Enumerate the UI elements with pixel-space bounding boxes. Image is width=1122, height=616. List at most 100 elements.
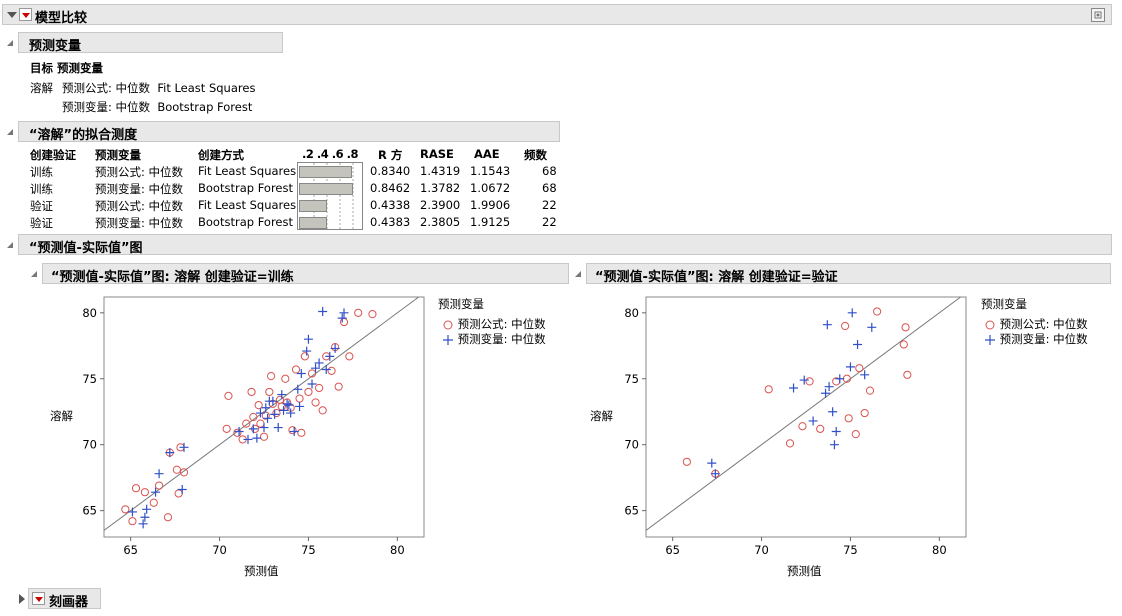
disclosure-triangle-icon[interactable] — [7, 40, 13, 46]
data-point-formula — [798, 422, 807, 431]
cell-set: 训练 — [30, 165, 53, 179]
data-point-forest — [264, 396, 274, 406]
data-point-forest — [179, 442, 189, 452]
cell-method: Bootstrap Forest — [198, 181, 293, 195]
cell-set: 验证 — [30, 216, 53, 230]
profiler-header[interactable]: 刻画器 — [19, 588, 101, 610]
data-point-formula — [275, 395, 285, 404]
data-point-formula — [304, 387, 313, 397]
predictor-item: 预测公式: 中位数 Fit Least Squares — [62, 81, 256, 95]
data-point-formula — [307, 369, 317, 378]
data-point-formula — [174, 489, 183, 498]
data-point-formula — [334, 382, 343, 391]
avp-valid-title: “预测值-实际值”图: 溶解 创建验证=验证 — [595, 270, 838, 285]
data-point-formula — [288, 426, 297, 435]
y-axis-label: 溶解 — [50, 409, 73, 423]
data-point-forest — [302, 346, 312, 356]
data-point-formula — [268, 399, 277, 408]
data-point-formula — [903, 370, 912, 379]
cell-predictor: 预测公式: 中位数 — [95, 165, 184, 179]
data-point-forest — [311, 363, 321, 373]
disclosure-triangle-icon[interactable] — [7, 12, 17, 18]
data-point-forest — [177, 485, 187, 495]
data-point-formula — [259, 432, 269, 441]
data-point-forest — [835, 374, 845, 384]
disclosure-triangle-icon[interactable] — [19, 594, 25, 604]
disclosure-triangle-icon[interactable] — [7, 242, 13, 248]
model-comparison-header[interactable]: 模型比较 — [2, 4, 1112, 26]
data-point-forest — [273, 423, 283, 433]
column-header: RASE — [420, 147, 454, 161]
x-axis-label: 预测值 — [787, 564, 822, 578]
target-header: 目标 预测变量 — [30, 61, 104, 75]
data-point-forest — [307, 379, 317, 389]
y-axis-label: 溶解 — [590, 409, 613, 423]
data-point-formula — [311, 398, 320, 407]
avp-train-header[interactable]: “预测值-实际值”图: 溶解 创建验证=训练 — [31, 263, 569, 285]
data-point-formula — [318, 406, 327, 415]
data-point-forest — [138, 519, 148, 529]
data-point-formula — [233, 428, 242, 437]
data-point-formula — [816, 424, 825, 433]
y-tick-label: 65 — [624, 504, 639, 518]
data-point-formula — [682, 457, 691, 466]
data-point-formula — [842, 374, 851, 383]
report-title: 模型比较 — [35, 11, 88, 26]
data-point-forest — [822, 320, 832, 330]
data-point-formula — [291, 365, 301, 374]
column-header: 创建验证 — [30, 148, 76, 162]
data-point-formula — [339, 317, 349, 327]
cell-method: Bootstrap Forest — [198, 215, 293, 229]
data-point-forest — [165, 448, 175, 458]
data-point-formula — [256, 419, 265, 428]
data-point-formula — [238, 435, 247, 444]
cell-aae: 1.0672 — [470, 181, 511, 195]
cell-r2: 0.8340 — [370, 164, 411, 178]
fit-section-header[interactable]: “溶解”的拟合测度 — [7, 121, 560, 143]
data-point-forest — [142, 504, 152, 514]
data-point-formula — [841, 321, 850, 331]
predictors-section-header[interactable]: 预测变量 — [7, 32, 283, 54]
plot-frame — [645, 296, 967, 538]
cell-freq: 22 — [542, 198, 557, 212]
data-point-forest — [293, 384, 303, 394]
avp-section-header[interactable]: “预测值-实际值”图 — [7, 234, 1112, 256]
cell-rase: 1.3782 — [420, 181, 461, 195]
data-point-formula — [179, 468, 189, 477]
pin-icon[interactable] — [1091, 8, 1105, 22]
r2-bar — [299, 217, 327, 229]
data-point-formula — [265, 387, 274, 397]
data-point-formula — [172, 465, 181, 474]
disclosure-triangle-icon[interactable] — [31, 271, 37, 277]
data-point-formula — [251, 424, 260, 433]
data-point-formula — [128, 517, 137, 526]
red-triangle-menu-icon[interactable] — [32, 592, 45, 605]
r2-bar — [299, 183, 353, 195]
cell-method: Fit Least Squares — [198, 198, 297, 212]
reference-line — [103, 296, 419, 531]
data-point-formula — [855, 364, 864, 373]
y-tick-label: 65 — [82, 504, 97, 518]
data-point-forest — [808, 416, 818, 426]
disclosure-triangle-icon[interactable] — [575, 271, 581, 277]
cell-predictor: 预测公式: 中位数 — [95, 199, 184, 213]
data-point-forest — [248, 424, 258, 434]
y-tick-label: 75 — [624, 372, 639, 386]
data-point-formula — [121, 505, 130, 514]
data-point-formula — [368, 310, 377, 319]
data-point-formula — [140, 488, 149, 497]
data-point-formula — [865, 386, 875, 395]
column-header: AAE — [474, 147, 500, 161]
x-tick-label: 80 — [390, 543, 405, 557]
data-point-forest — [707, 458, 717, 468]
data-point-forest — [710, 469, 720, 479]
cell-aae: 1.9906 — [470, 198, 511, 212]
disclosure-triangle-icon[interactable] — [7, 129, 13, 135]
data-point-forest — [284, 400, 294, 410]
data-point-forest — [295, 401, 305, 411]
data-point-formula — [331, 343, 340, 352]
avp-valid-header[interactable]: “预测值-实际值”图: 溶解 创建验证=验证 — [575, 263, 1111, 285]
cell-freq: 68 — [542, 164, 557, 178]
data-point-forest — [845, 362, 855, 372]
red-triangle-menu-icon[interactable] — [19, 8, 32, 21]
